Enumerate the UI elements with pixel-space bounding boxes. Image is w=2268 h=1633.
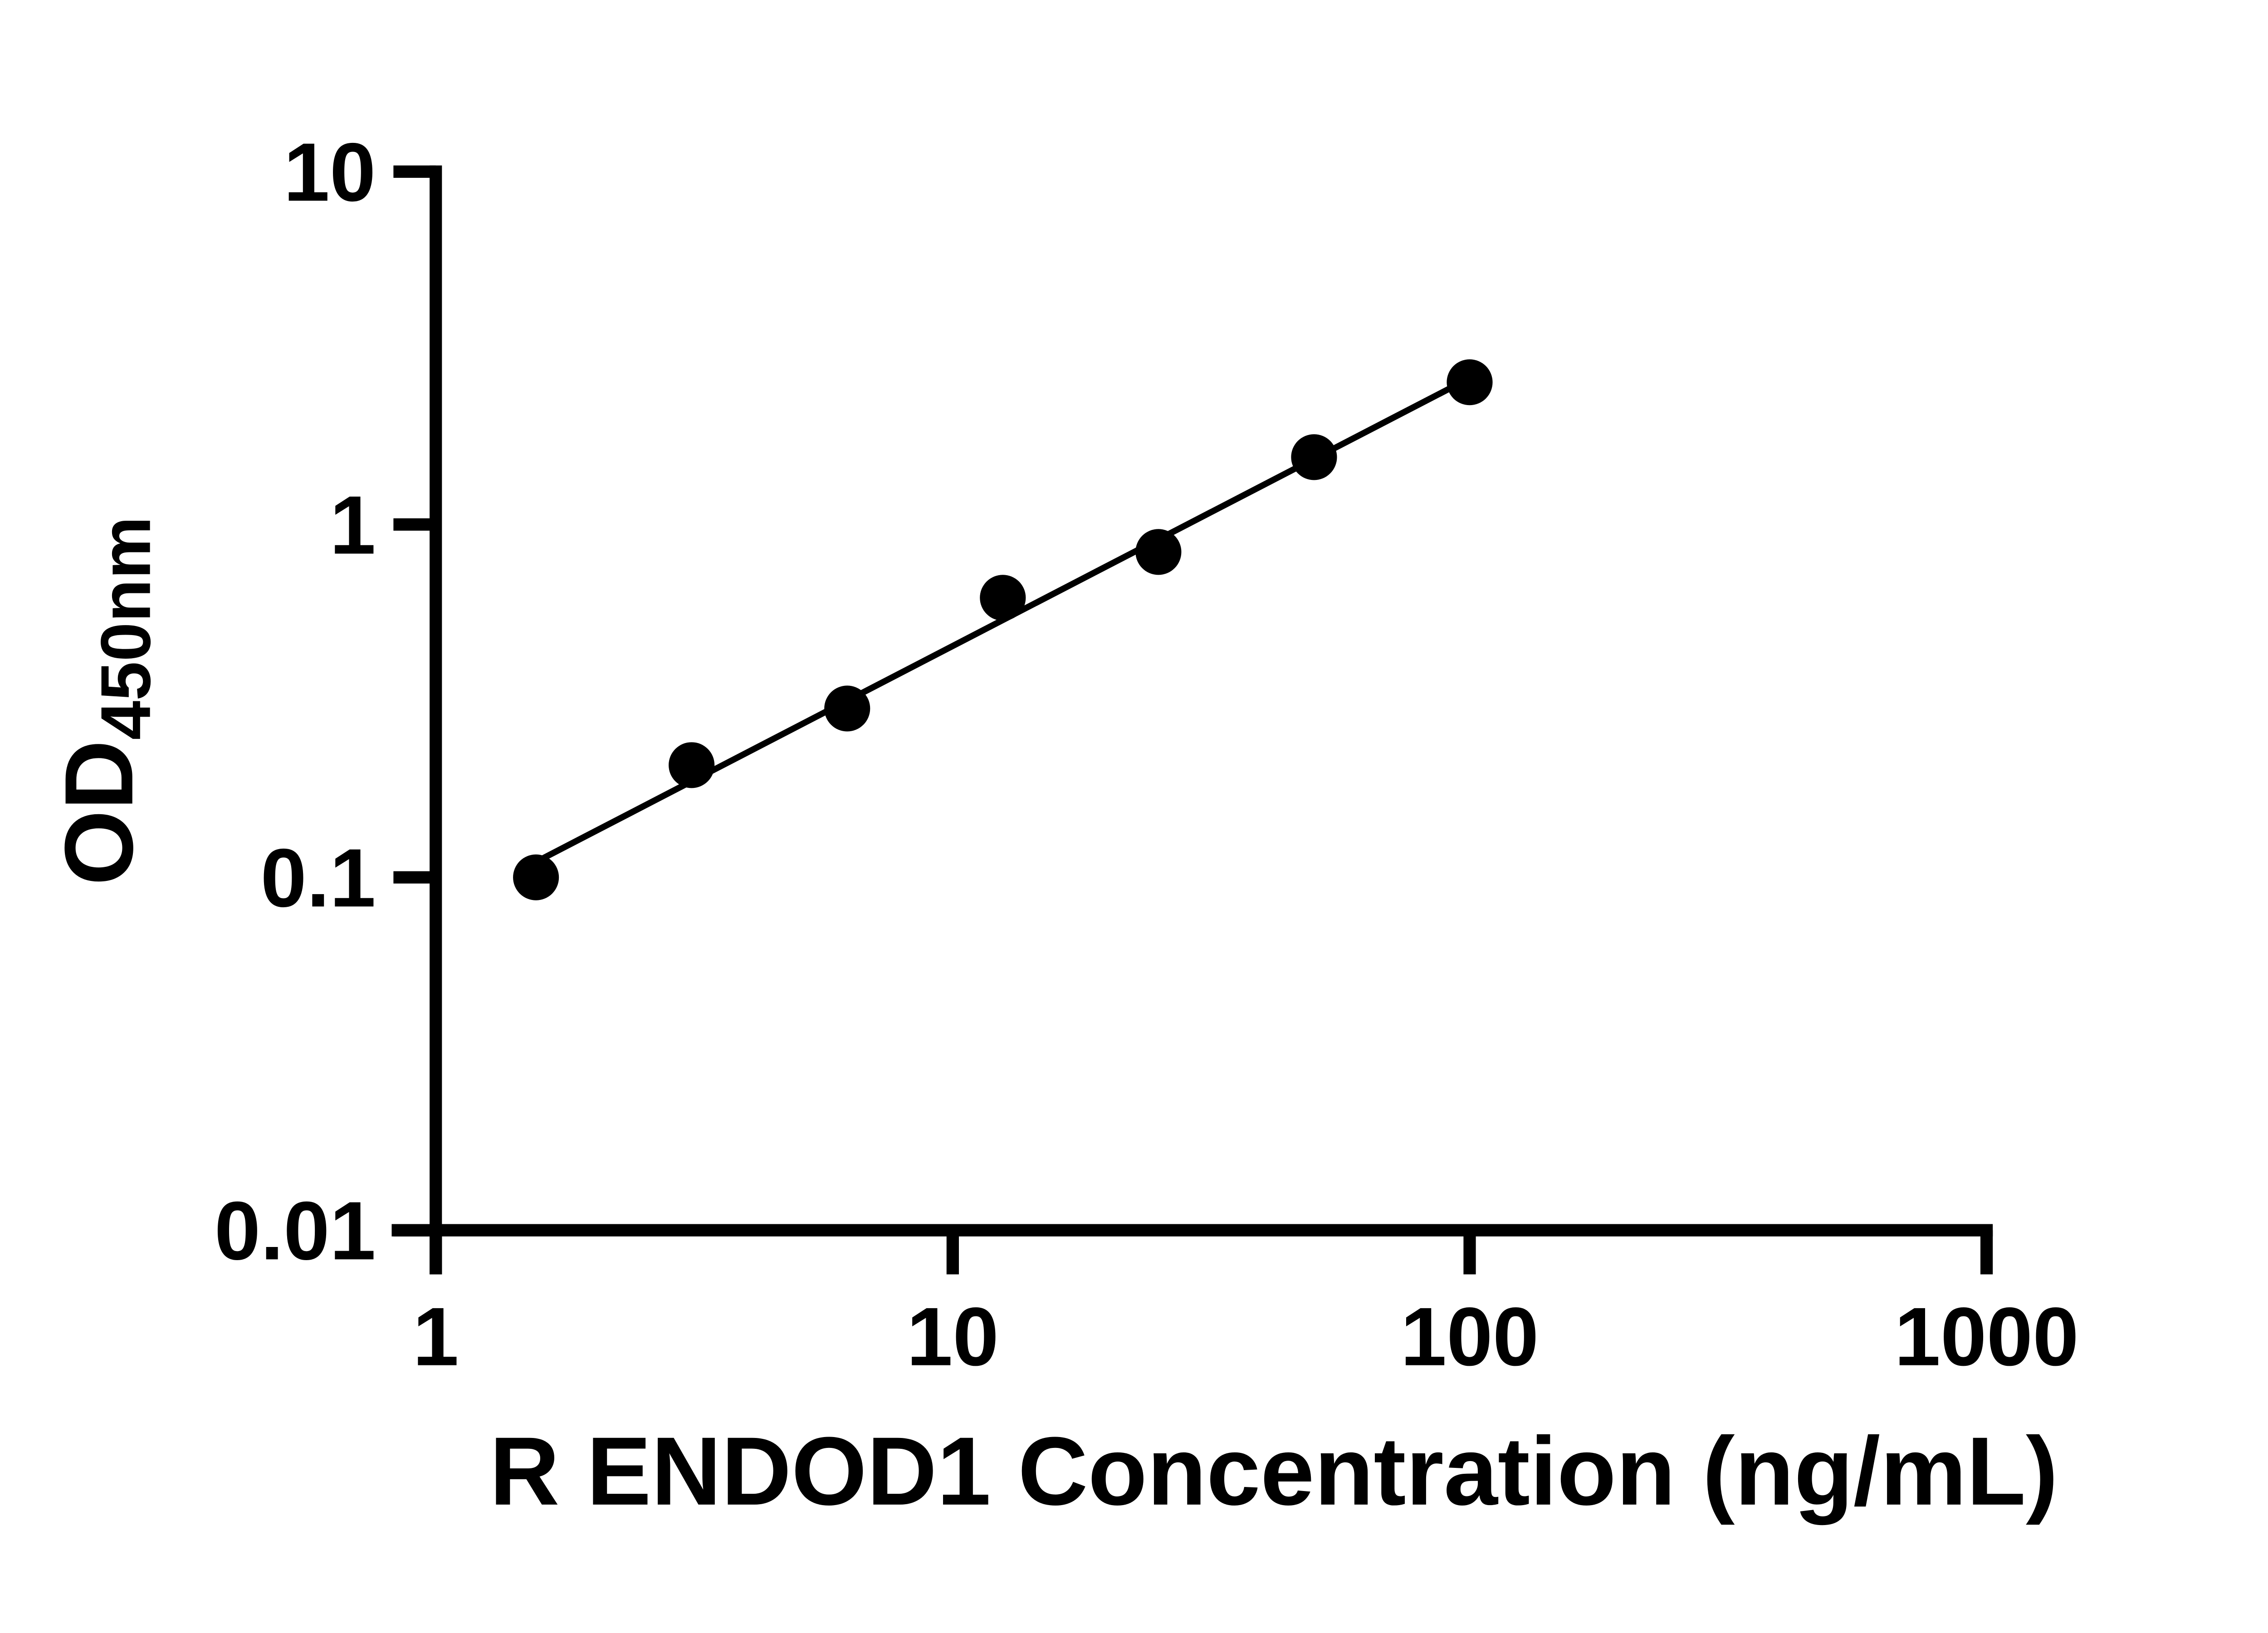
y-axis-title-subscript: 450nm xyxy=(86,516,165,740)
x-tick-label: 10 xyxy=(907,1291,999,1383)
data-point xyxy=(1447,359,1493,406)
data-point xyxy=(1135,529,1182,575)
x-tick-label: 1 xyxy=(413,1291,459,1383)
x-tick-label: 1000 xyxy=(1894,1291,2079,1383)
y-tick-label: 0.1 xyxy=(260,831,376,924)
data-point xyxy=(1291,434,1337,480)
plot-marks xyxy=(513,359,1493,900)
y-tick-label: 0.01 xyxy=(215,1184,376,1277)
data-point xyxy=(824,685,870,732)
y-axis-title-main: OD xyxy=(45,740,153,885)
data-point xyxy=(980,575,1026,621)
data-point xyxy=(513,854,559,900)
y-axis-title: OD450nm xyxy=(45,516,165,885)
data-point xyxy=(669,742,715,788)
tick-labels: 1 10 100 1000 0.01 0.1 1 10 xyxy=(215,126,2079,1383)
y-tick-label: 1 xyxy=(330,479,376,571)
x-tick-label: 100 xyxy=(1400,1291,1539,1383)
y-tick-label: 10 xyxy=(284,126,376,219)
x-axis-title: R ENDOD1 Concentration (ng/mL) xyxy=(489,1417,2058,1525)
axes xyxy=(391,165,1993,1275)
